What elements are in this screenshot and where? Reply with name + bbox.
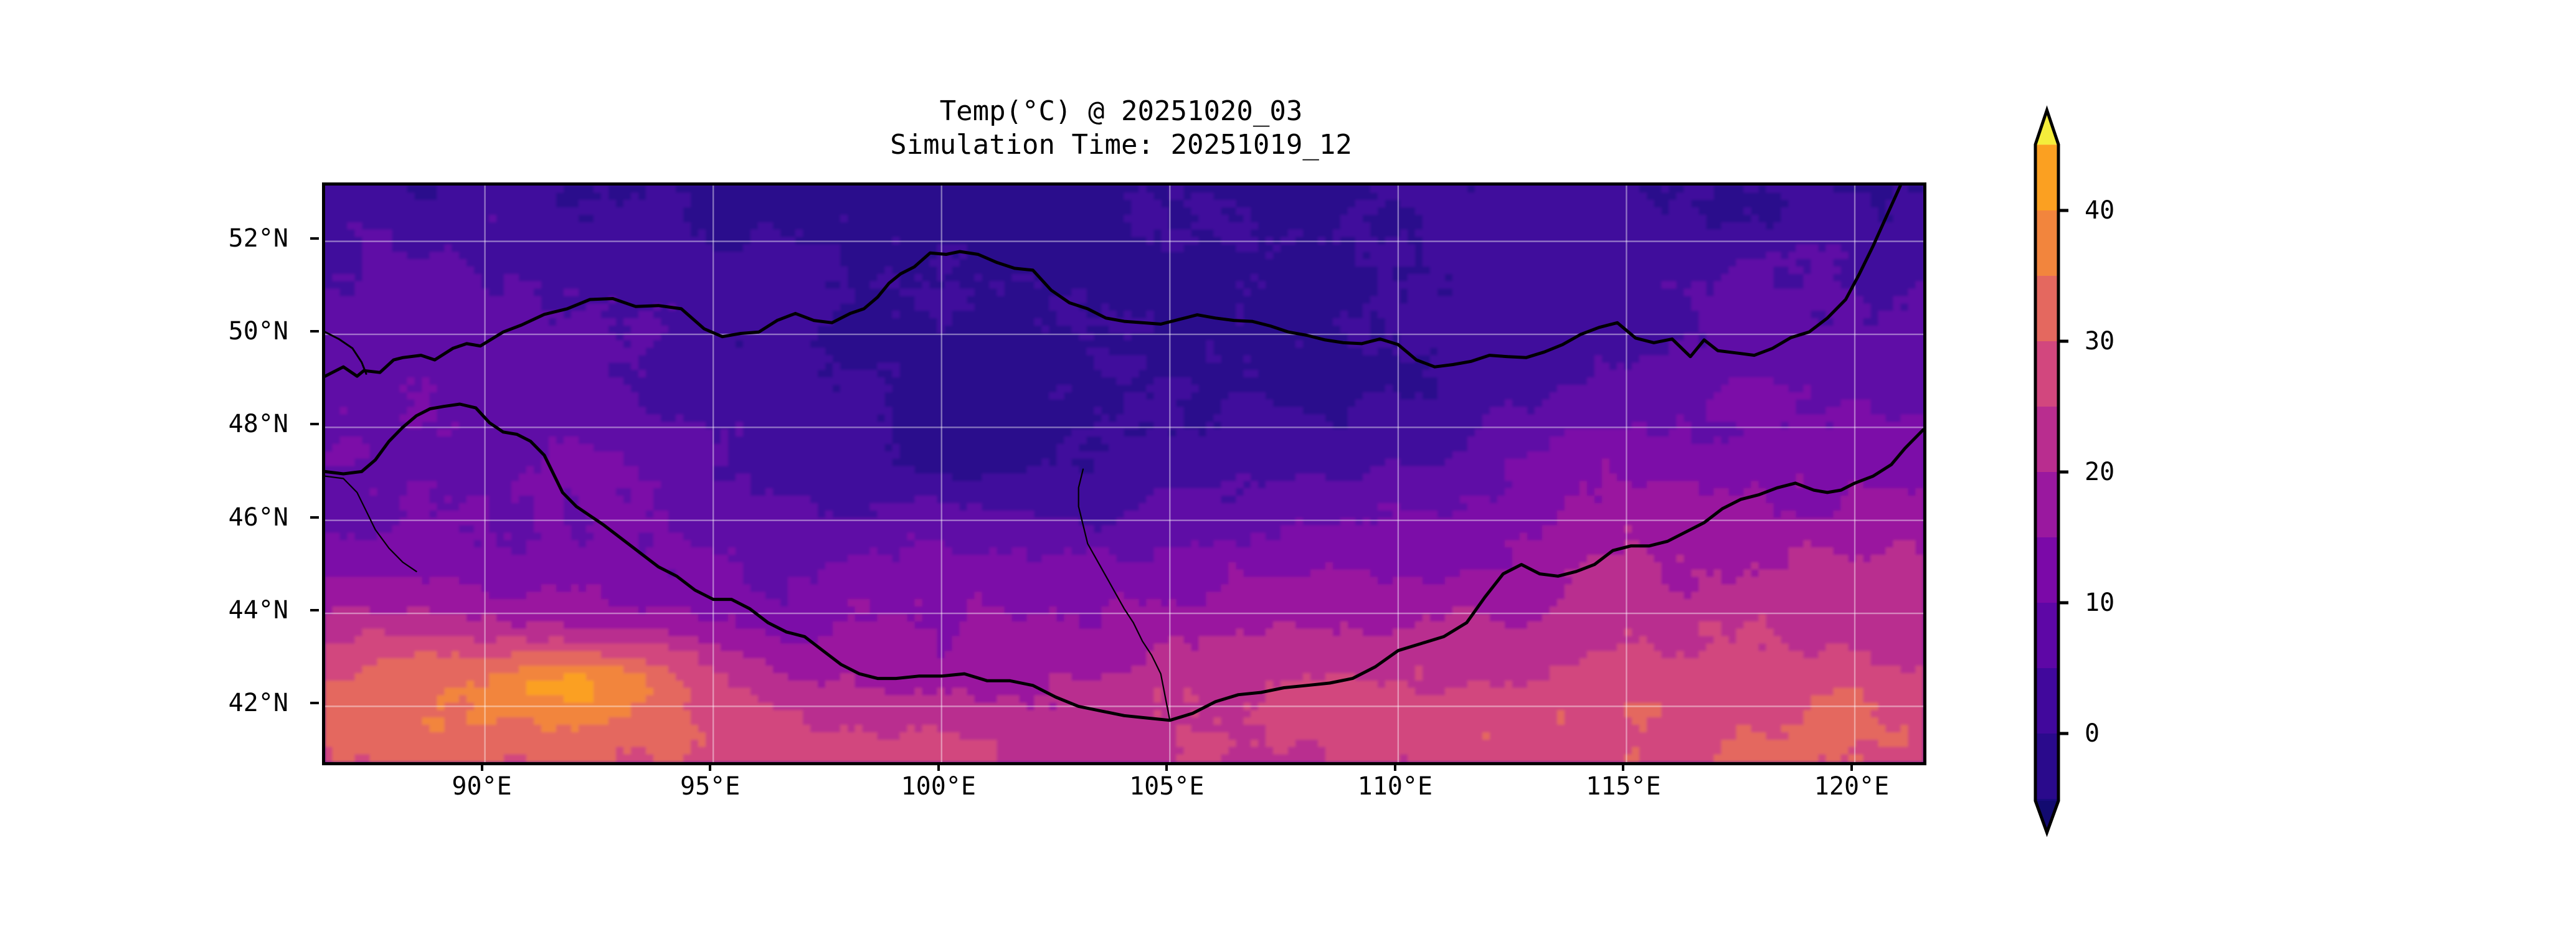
temperature-map-plot	[322, 182, 1926, 765]
tick-mark	[310, 516, 319, 519]
colorbar-band	[2035, 472, 2058, 537]
chart-title-primary: Temp(°C) @ 20251020_03	[939, 95, 1303, 127]
colorbar-band	[2035, 603, 2058, 668]
colorbar-band	[2035, 734, 2058, 799]
tick-mark	[310, 702, 319, 705]
tick-mark	[310, 329, 319, 333]
colorbar-band	[2035, 407, 2058, 472]
colorbar-band	[2035, 799, 2058, 801]
colorbar-gradient	[2034, 105, 2068, 837]
latitude-tick-label: 52°N	[228, 224, 288, 253]
colorbar-bands	[2035, 110, 2058, 833]
longitude-axis-labels: 90°E 95°E 100°E 105°E 110°E 115°E 120°E	[322, 772, 1920, 809]
colorbar-extend-high	[2035, 110, 2058, 144]
chart-title-block: Temp(°C) @ 20251020_03 Simulation Time: …	[322, 95, 1920, 161]
colorbar-tick-label: 40	[2085, 196, 2115, 225]
latitude-tick-label: 44°N	[228, 596, 288, 625]
latitude-tick-label: 42°N	[228, 689, 288, 718]
chart-title-secondary: Simulation Time: 20251019_12	[890, 128, 1352, 161]
colorbar-band	[2035, 276, 2058, 341]
tick-mark	[310, 423, 319, 426]
colorbar-extend-low	[2035, 801, 2058, 833]
latitude-axis-labels: 42°N 44°N 46°N 48°N 50°N 52°N	[0, 182, 308, 759]
colorbar: 40 30 20 10 0	[2027, 100, 2289, 847]
tick-mark	[310, 237, 319, 240]
longitude-tick-label: 120°E	[1814, 772, 1890, 801]
colorbar-tick-label: 30	[2085, 327, 2115, 356]
border-west-secondary	[325, 475, 417, 572]
colorbar-band	[2035, 537, 2058, 603]
temperature-field	[325, 186, 1923, 762]
longitude-tick-label: 90°E	[452, 772, 512, 801]
border-mongolia-china	[325, 402, 1923, 722]
latitude-tick-label: 48°N	[228, 410, 288, 439]
field-cells	[325, 186, 1923, 762]
colorbar-tick-label: 10	[2085, 588, 2115, 617]
border-mongolia-russia	[325, 186, 1902, 378]
colorbar-band	[2035, 341, 2058, 407]
border-northwest	[325, 331, 367, 375]
colorbar-band	[2035, 145, 2058, 210]
border-province-line	[1077, 468, 1171, 721]
colorbar-tick-label: 0	[2085, 719, 2100, 748]
latitude-tick-label: 50°N	[228, 316, 288, 346]
longitude-tick-label: 105°E	[1129, 772, 1205, 801]
longitude-tick-label: 110°E	[1357, 772, 1433, 801]
longitude-tick-label: 95°E	[680, 772, 741, 801]
longitude-tick-label: 115°E	[1586, 772, 1661, 801]
longitude-tick-label: 100°E	[901, 772, 976, 801]
tick-mark	[310, 609, 319, 612]
map-gridlines	[325, 186, 1923, 762]
colorbar-outline	[2034, 105, 2060, 837]
colorbar-band	[2035, 210, 2058, 276]
colorbar-tick-label: 20	[2085, 458, 2115, 486]
colorbar-band	[2035, 144, 2058, 145]
latitude-tick-label: 46°N	[228, 502, 288, 532]
colorbar-band	[2035, 668, 2058, 734]
